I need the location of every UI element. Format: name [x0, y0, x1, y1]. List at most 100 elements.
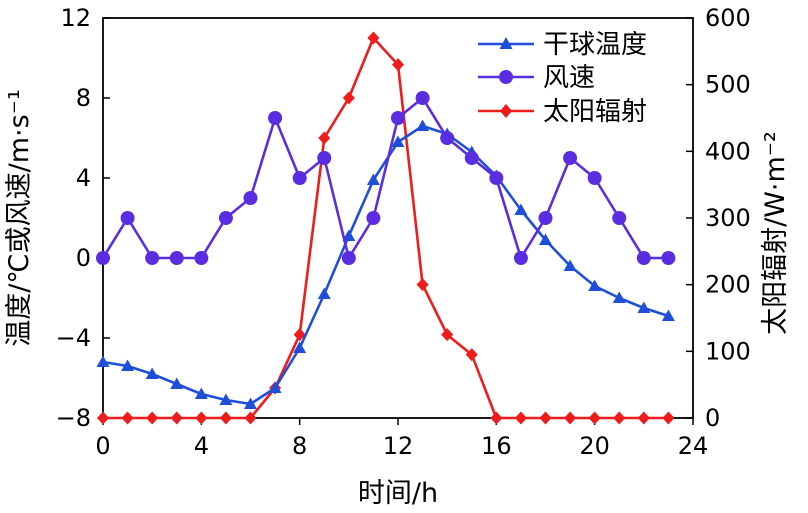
- legend-label-temperature: 干球温度: [543, 30, 647, 60]
- point-wind: [513, 251, 528, 265]
- point-wind: [145, 251, 160, 265]
- point-radiation: [195, 411, 208, 425]
- point-radiation: [342, 91, 355, 105]
- point-temperature: [194, 387, 208, 399]
- point-wind: [587, 171, 602, 185]
- point-radiation: [219, 411, 232, 425]
- point-temperature: [612, 291, 626, 303]
- point-temperature: [514, 203, 528, 215]
- point-temperature: [588, 279, 602, 291]
- y-right-tick-label: 500: [705, 71, 751, 99]
- legend-marker-radiation: [500, 104, 512, 118]
- point-wind: [292, 171, 307, 185]
- point-wind: [489, 171, 504, 185]
- y-axis-label-left: 温度/℃或风速/m·s⁻¹: [4, 89, 35, 347]
- y-axis-label-right: 太阳辐射/W·m⁻²: [760, 131, 791, 335]
- point-temperature: [96, 355, 110, 367]
- x-tick-label: 8: [292, 432, 307, 460]
- series-line-radiation: [103, 36, 669, 420]
- point-radiation: [662, 411, 675, 425]
- y-left-tick-label: 12: [60, 4, 91, 32]
- point-wind: [563, 151, 578, 165]
- series-layer: [96, 31, 676, 425]
- point-temperature: [170, 377, 184, 389]
- point-radiation: [367, 31, 380, 45]
- y-left-tick-label: −4: [56, 324, 91, 352]
- point-radiation: [146, 411, 159, 425]
- y-right-tick-label: 200: [705, 271, 751, 299]
- point-radiation: [539, 411, 552, 425]
- point-temperature: [661, 309, 675, 321]
- point-temperature: [317, 287, 331, 299]
- point-temperature: [637, 301, 651, 313]
- y-right-tick-label: 100: [705, 337, 751, 365]
- point-radiation: [170, 411, 183, 425]
- point-wind: [636, 251, 651, 265]
- point-wind: [612, 211, 627, 225]
- legend-marker-temperature: [499, 37, 513, 49]
- point-wind: [391, 111, 405, 125]
- point-temperature: [342, 229, 356, 241]
- legend-label-radiation: 太阳辐射: [543, 97, 647, 127]
- point-radiation: [490, 411, 503, 425]
- point-temperature: [121, 359, 135, 371]
- point-temperature: [416, 119, 430, 131]
- point-radiation: [613, 411, 626, 425]
- y-right-tick-label: 600: [705, 4, 751, 32]
- x-tick-label: 20: [579, 432, 610, 460]
- point-wind: [538, 211, 553, 225]
- point-temperature: [366, 173, 380, 185]
- point-wind: [415, 91, 430, 105]
- point-wind: [366, 211, 381, 225]
- y-right-tick-label: 400: [705, 137, 751, 165]
- point-temperature: [539, 233, 552, 245]
- point-radiation: [392, 58, 404, 72]
- point-temperature: [391, 135, 405, 147]
- point-radiation: [97, 411, 109, 425]
- x-tick-label: 12: [383, 432, 414, 460]
- point-radiation: [588, 411, 601, 425]
- tick-marks: [102, 17, 694, 425]
- x-tick-label: 16: [481, 432, 512, 460]
- y-left-tick-label: 8: [76, 84, 91, 112]
- plot-frame: [102, 17, 694, 419]
- point-wind: [120, 211, 135, 225]
- point-temperature: [244, 397, 257, 409]
- y-left-tick-label: −8: [56, 404, 91, 432]
- point-wind: [194, 251, 209, 265]
- point-radiation: [416, 278, 429, 292]
- y-left-tick-label: 4: [76, 164, 91, 192]
- point-radiation: [318, 131, 331, 145]
- x-tick-label: 24: [678, 432, 709, 460]
- x-tick-label: 0: [95, 432, 110, 460]
- point-radiation: [564, 411, 577, 425]
- point-radiation: [121, 411, 134, 425]
- point-radiation: [293, 328, 306, 342]
- point-radiation: [244, 411, 257, 425]
- point-radiation: [465, 348, 478, 362]
- point-wind: [268, 111, 283, 125]
- point-temperature: [563, 259, 577, 271]
- point-temperature: [268, 381, 282, 393]
- point-wind: [218, 211, 233, 225]
- point-radiation: [514, 411, 527, 425]
- point-radiation: [441, 328, 454, 342]
- tick-labels: 0 4 8 12 16 20 24 12 8 4 0 −4 −8 600 500 400 300 200 100 0: [56, 4, 751, 460]
- point-temperature: [145, 367, 159, 379]
- point-wind: [317, 151, 332, 165]
- point-wind: [169, 251, 184, 265]
- legend-marker-wind: [499, 70, 513, 84]
- point-radiation: [637, 411, 650, 425]
- point-temperature: [293, 341, 307, 353]
- point-wind: [243, 191, 258, 205]
- x-axis-label: 时间/h: [358, 478, 438, 509]
- legend: 干球温度 风速 太阳辐射: [478, 30, 647, 127]
- point-wind: [661, 251, 676, 265]
- point-temperature: [219, 393, 233, 405]
- point-wind: [96, 251, 110, 265]
- point-wind: [440, 131, 455, 145]
- y-right-tick-label: 0: [705, 404, 720, 432]
- x-tick-label: 4: [194, 432, 209, 460]
- point-wind: [464, 151, 479, 165]
